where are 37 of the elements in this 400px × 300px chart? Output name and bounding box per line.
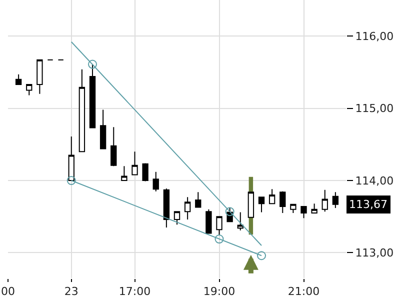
point [88,60,97,69]
candlestick [332,192,339,208]
candlestick [110,126,117,167]
candlestick [100,109,106,150]
candlestick [290,204,296,214]
x-tick-label: 21:00 [288,285,320,298]
candlestick [237,212,244,231]
candlestick [311,203,318,214]
candlestick [78,68,86,152]
y-tick-label: 115,00 [355,102,394,116]
x-tick-label: 17:00 [118,285,151,298]
y-tick-label: 116,00 [355,30,394,43]
candlestick [322,189,328,212]
candlestick [142,162,148,182]
candlestick [258,196,265,213]
point [257,251,266,260]
candlestick [184,196,191,220]
y-tick-label: 114,00 [355,174,394,188]
x-tick-label: 23 [64,285,78,298]
point [214,234,224,244]
y-tick-label: 113,00 [355,246,394,260]
candlestick [132,151,138,176]
candlestick [26,84,32,96]
x-tick-label: 19:00 [203,285,236,298]
candlestick [152,171,159,192]
candlestick [174,211,180,226]
annotation: 113,67 [349,198,388,211]
candlestick [15,74,22,85]
candlestick [36,59,43,94]
candlestick [163,188,170,228]
candlestick [280,190,286,214]
candlestick [195,192,202,208]
candlestick [206,208,212,234]
candlestick [300,206,307,219]
candlestick [121,166,128,182]
x-tick-label: 00 [1,285,15,298]
candlestick [268,188,276,204]
